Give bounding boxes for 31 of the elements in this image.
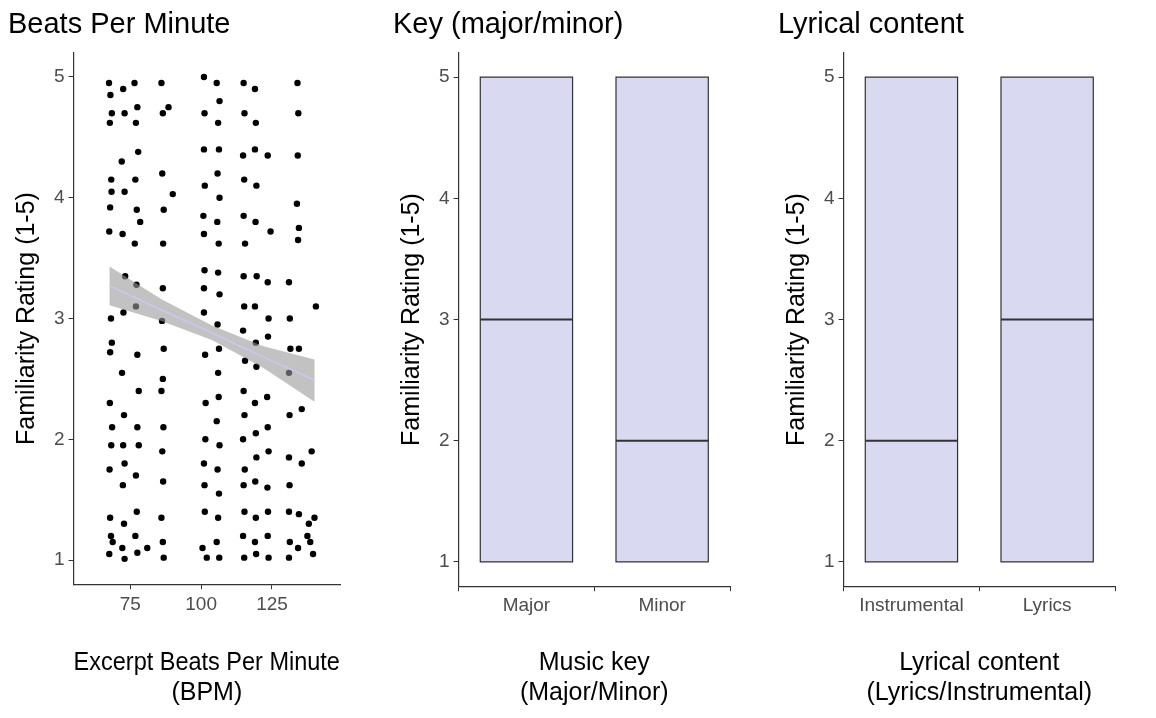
y-tick-label: 3 [438, 307, 450, 329]
x-tick-label: Instrumental [859, 593, 964, 615]
x-axis-title: Excerpt Beats Per Minute (BPM) [73, 647, 340, 705]
x-axis-title: Music key (Major/Minor) [519, 646, 669, 705]
y-tick-label: 2 [53, 427, 65, 449]
chart-title: Key (major/minor) [393, 7, 624, 40]
y-tick-label: 3 [823, 307, 835, 329]
y-axis-title: Familiarity Rating (1-5) [10, 192, 39, 445]
y-tick-label: 3 [53, 306, 65, 328]
y-tick-label: 4 [53, 185, 65, 207]
x-tick-label: Major [502, 593, 551, 615]
x-tick-label: Lyrics [1022, 593, 1072, 615]
y-tick-label: 2 [438, 428, 450, 450]
y-axis-title: Familiarity Rating (1-5) [780, 193, 809, 446]
y-tick-label: 5 [438, 65, 450, 87]
y-tick-label: 1 [53, 548, 65, 570]
y-tick-label: 2 [823, 428, 835, 450]
x-tick-label: 125 [256, 592, 288, 614]
x-axis-title: Lyrical content (Lyrics/Instrumental) [866, 646, 1093, 705]
y-tick-label: 4 [823, 186, 835, 208]
y-tick-label: 5 [53, 65, 65, 87]
y-axis-title: Familiarity Rating (1-5) [395, 193, 424, 446]
x-tick-label: 100 [185, 592, 217, 614]
y-tick-label: 1 [438, 550, 450, 572]
x-tick-label: 75 [119, 592, 141, 614]
x-tick-label: Minor [638, 593, 687, 615]
chart-title: Beats Per Minute [8, 7, 231, 40]
y-tick-label: 5 [823, 65, 835, 87]
y-tick-label: 1 [823, 550, 835, 572]
y-tick-label: 4 [438, 186, 450, 208]
chart-title: Lyrical content [778, 7, 964, 40]
